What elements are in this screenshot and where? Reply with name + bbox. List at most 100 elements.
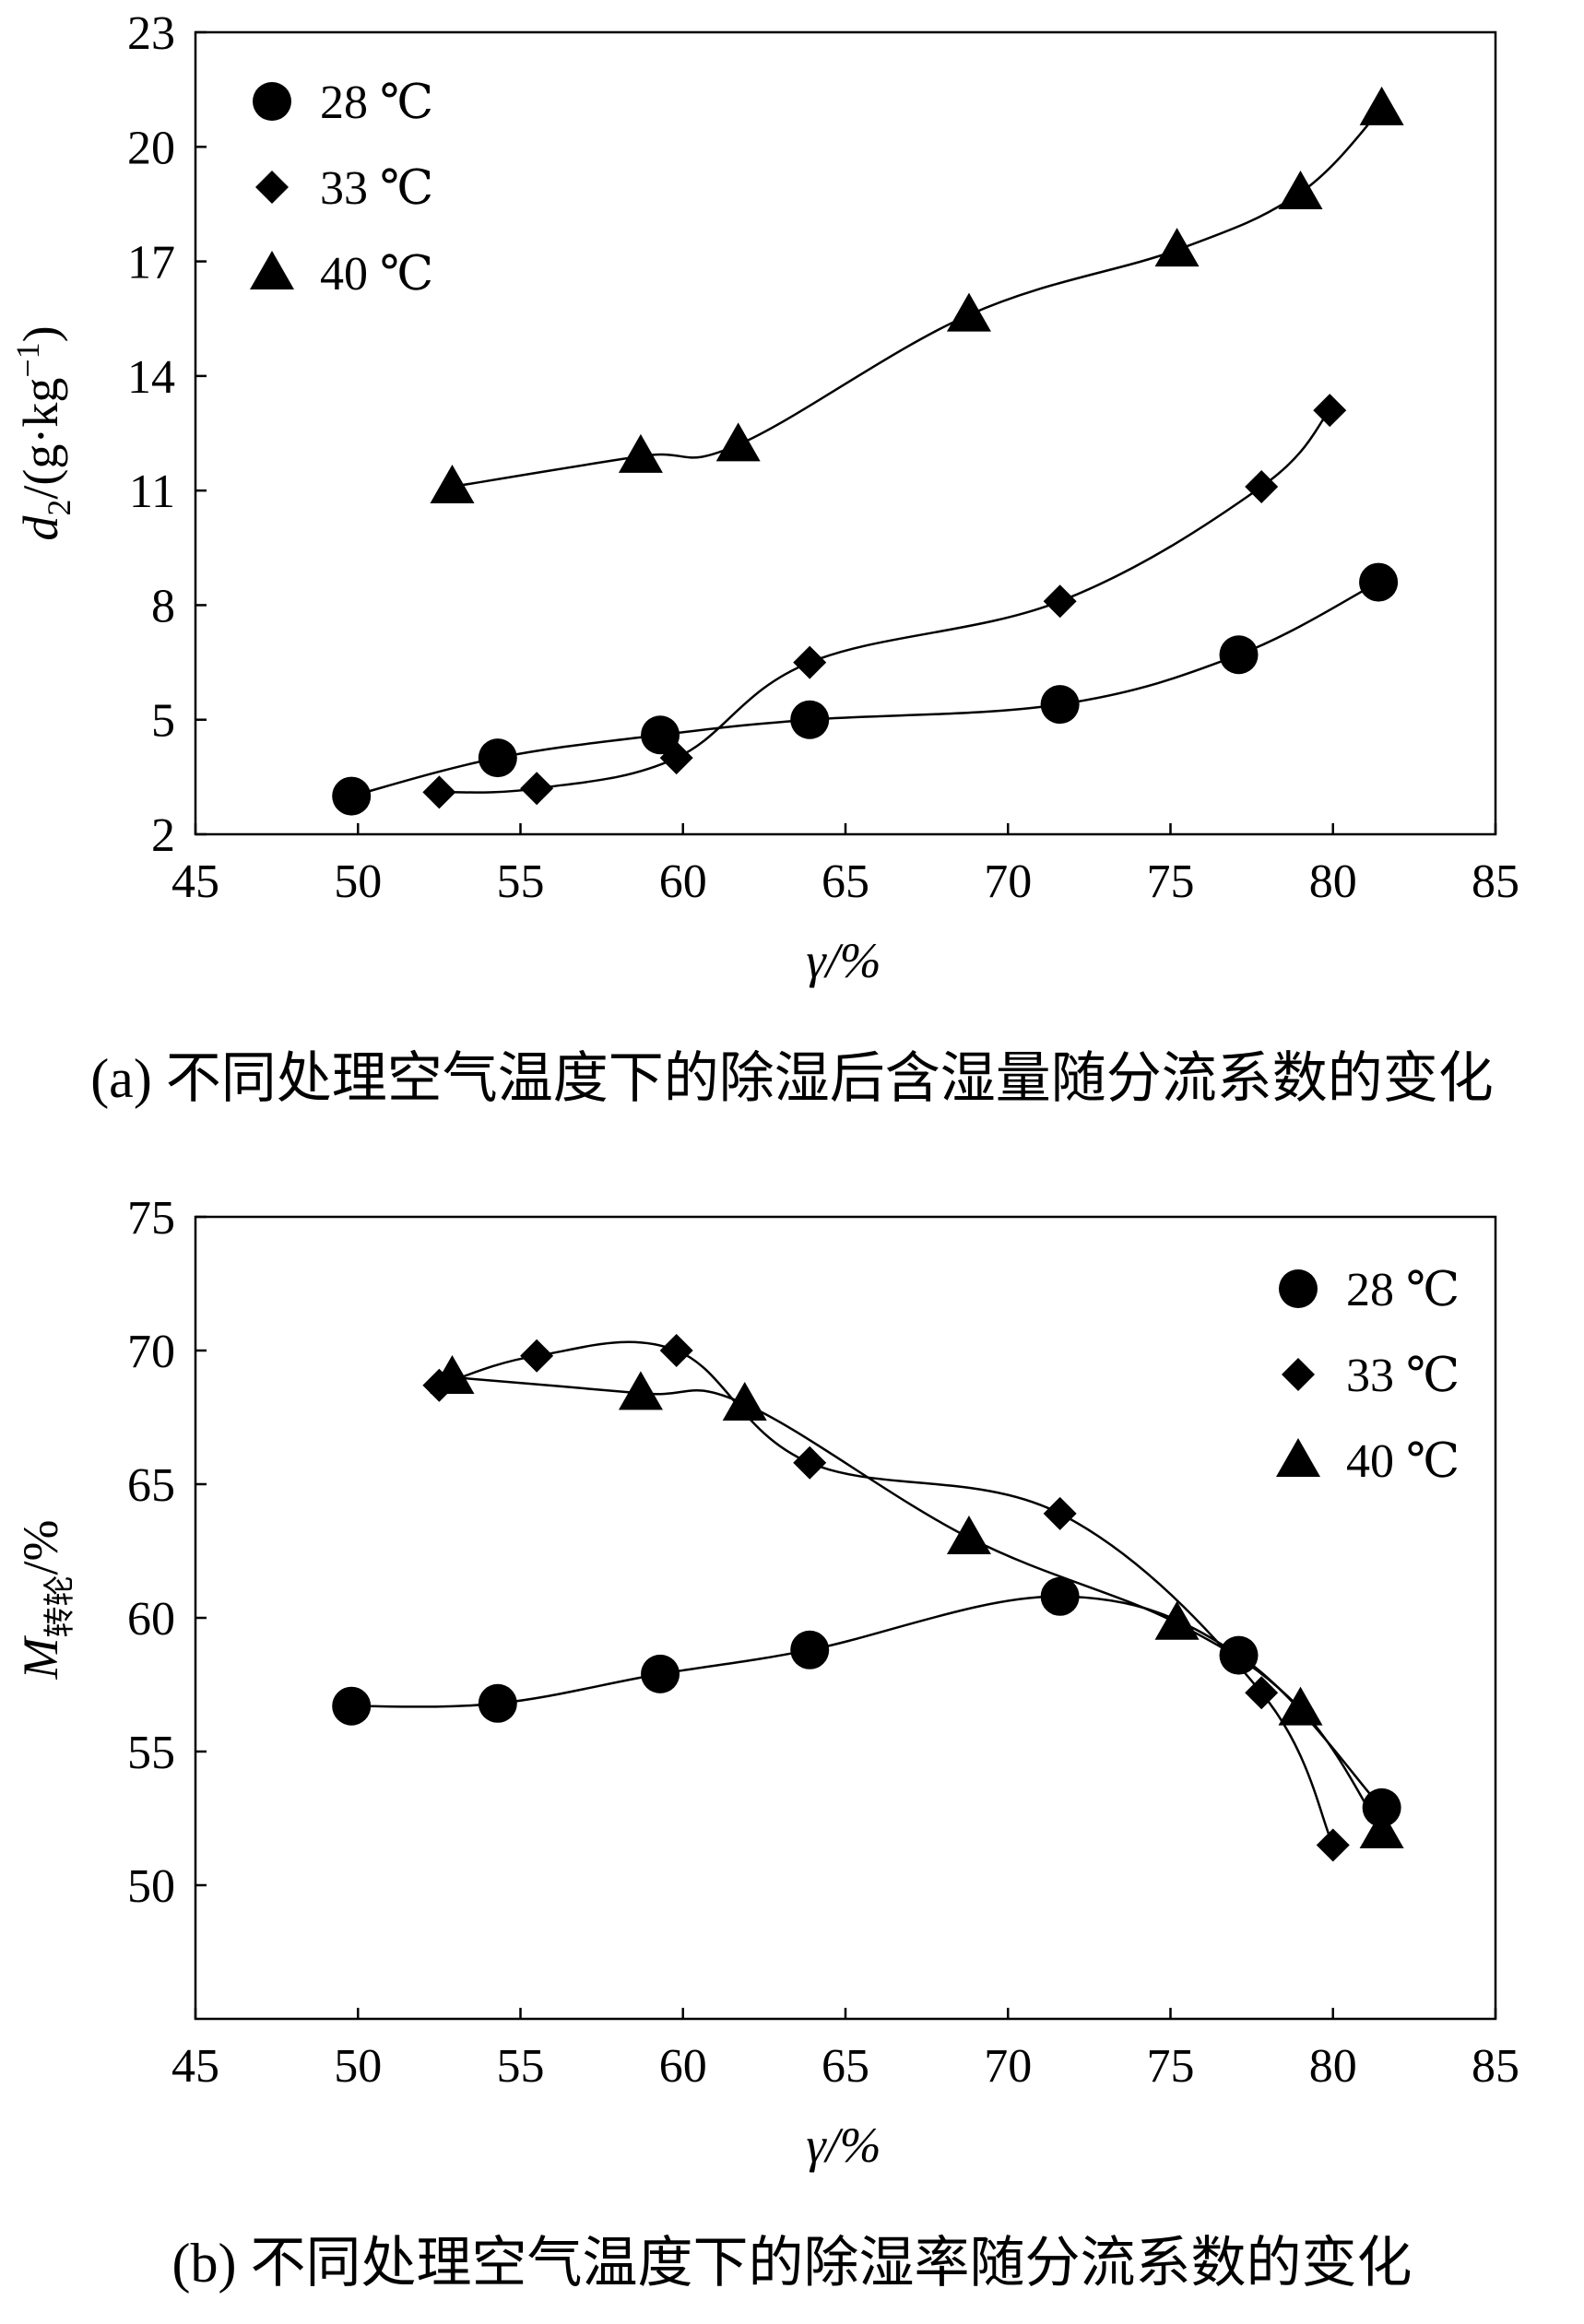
data-point-diamond bbox=[793, 645, 827, 679]
y-tick-label: 11 bbox=[129, 466, 175, 518]
data-point-circle bbox=[1359, 562, 1399, 602]
legend-label: 33 ℃ bbox=[320, 162, 433, 215]
x-tick-label: 85 bbox=[1472, 855, 1519, 908]
y-tick-label: 60 bbox=[127, 1593, 175, 1646]
y-tick-label: 14 bbox=[127, 351, 175, 404]
chart-a: 45 50 55 60 65 70 75 80 85 2 5 8 11 14 17 20 23 γ/% d2/(g·… bbox=[9, 7, 1519, 1109]
data-point-diamond bbox=[1313, 394, 1347, 428]
data-point-triangle bbox=[618, 1371, 663, 1410]
legend-label: 33 ℃ bbox=[1346, 1350, 1460, 1402]
x-tick-label: 75 bbox=[1147, 2040, 1195, 2093]
data-point-triangle bbox=[722, 1382, 767, 1421]
data-point-circle bbox=[1219, 635, 1259, 675]
y-tick-label: 5 bbox=[151, 695, 175, 748]
x-tick-label: 45 bbox=[171, 2040, 219, 2093]
data-point-circle bbox=[332, 776, 372, 816]
y-tick-label: 65 bbox=[127, 1459, 175, 1512]
data-point-circle bbox=[332, 1686, 372, 1726]
y-tick-label: 8 bbox=[151, 580, 175, 632]
data-point-diamond bbox=[422, 775, 456, 809]
y-axis-title: d2/(g·kg−1) bbox=[9, 325, 77, 540]
data-point-circle bbox=[1219, 1635, 1259, 1675]
legend-marker-circle bbox=[1279, 1269, 1318, 1308]
data-point-diamond bbox=[1316, 1828, 1350, 1862]
legend-label: 40 ℃ bbox=[320, 248, 433, 301]
data-point-triangle bbox=[946, 292, 991, 332]
x-tick-label: 50 bbox=[334, 2040, 382, 2093]
legend-marker-circle bbox=[253, 82, 291, 121]
data-point-circle bbox=[790, 1630, 830, 1669]
series-33C bbox=[422, 394, 1347, 809]
y-tick-label: 20 bbox=[127, 122, 175, 174]
data-point-diamond bbox=[659, 1334, 693, 1367]
data-point-circle bbox=[478, 738, 517, 778]
legend-label: 40 ℃ bbox=[1346, 1435, 1460, 1488]
data-point-triangle bbox=[1278, 1686, 1323, 1726]
data-point-diamond bbox=[1245, 470, 1279, 503]
series-line bbox=[452, 108, 1383, 489]
figure-caption: (b) 不同处理空气温度下的除湿率随分流系数的变化 bbox=[172, 2233, 1413, 2294]
x-tick-label: 55 bbox=[497, 855, 545, 908]
legend-marker-diamond bbox=[255, 171, 289, 204]
data-point-circle bbox=[478, 1683, 517, 1723]
y-tick-label: 55 bbox=[127, 1727, 175, 1779]
x-tick-label: 55 bbox=[497, 2040, 545, 2093]
data-point-diamond bbox=[1245, 1676, 1279, 1710]
series-40C bbox=[430, 86, 1404, 503]
legend-label: 28 ℃ bbox=[320, 77, 433, 129]
y-tick-label: 17 bbox=[127, 237, 175, 289]
x-tick-label: 80 bbox=[1309, 855, 1357, 908]
legend-marker-triangle bbox=[1276, 1438, 1320, 1477]
x-tick-label: 70 bbox=[984, 855, 1032, 908]
data-point-triangle bbox=[430, 1355, 475, 1394]
data-point-diamond bbox=[1043, 584, 1077, 619]
series-28C bbox=[332, 562, 1399, 816]
data-point-triangle bbox=[1359, 1810, 1404, 1848]
data-point-triangle bbox=[1359, 86, 1404, 125]
data-point-diamond bbox=[793, 1445, 827, 1480]
data-point-circle bbox=[1040, 1576, 1080, 1616]
data-point-circle bbox=[641, 715, 680, 755]
data-point-circle bbox=[1040, 685, 1080, 725]
data-point-circle bbox=[641, 1654, 680, 1693]
x-tick-label: 50 bbox=[334, 855, 382, 908]
data-point-triangle bbox=[430, 465, 475, 503]
x-tick-label: 75 bbox=[1147, 855, 1195, 908]
chart-b: 45 50 55 60 65 70 75 80 85 50 55 60 65 70 75 γ/% M转轮/% 28… bbox=[13, 1192, 1519, 2294]
legend-marker-triangle bbox=[250, 251, 294, 289]
data-point-triangle bbox=[1154, 1600, 1200, 1640]
x-tick-label: 85 bbox=[1472, 2040, 1519, 2093]
data-point-diamond bbox=[1043, 1496, 1077, 1530]
data-point-triangle bbox=[618, 433, 663, 473]
series-line bbox=[439, 409, 1331, 794]
data-point-triangle bbox=[1278, 171, 1323, 209]
data-point-circle bbox=[790, 700, 830, 739]
x-tick-label: 65 bbox=[822, 855, 869, 908]
data-point-diamond bbox=[659, 741, 693, 775]
y-tick-label: 50 bbox=[127, 1860, 175, 1913]
legend: 28 ℃ 33 ℃ 40 ℃ bbox=[250, 77, 433, 301]
y-tick-label: 2 bbox=[151, 809, 175, 862]
series-28C bbox=[332, 1576, 1401, 1827]
x-tick-label: 60 bbox=[659, 2040, 707, 2093]
data-point-triangle bbox=[1154, 228, 1200, 267]
x-tick-label: 60 bbox=[659, 855, 707, 908]
x-axis-title: γ/% bbox=[806, 933, 881, 988]
x-tick-label: 45 bbox=[171, 855, 219, 908]
legend-label: 28 ℃ bbox=[1346, 1264, 1460, 1316]
x-axis-title: γ/% bbox=[806, 2118, 881, 2173]
figure-caption: (a) 不同处理空气温度下的除湿后含湿量随分流系数的变化 bbox=[90, 1048, 1494, 1109]
series-33C bbox=[422, 1334, 1350, 1862]
data-point-triangle bbox=[946, 1516, 991, 1554]
x-tick-label: 65 bbox=[822, 2040, 869, 2093]
data-point-diamond bbox=[520, 1339, 554, 1373]
x-tick-label: 80 bbox=[1309, 2040, 1357, 2093]
y-axis-title: M转轮/% bbox=[13, 1520, 78, 1681]
y-tick-label: 70 bbox=[127, 1326, 175, 1378]
x-tick-label: 70 bbox=[984, 2040, 1032, 2093]
y-tick-label: 75 bbox=[127, 1192, 175, 1245]
series-line bbox=[439, 1340, 1334, 1846]
data-point-diamond bbox=[520, 772, 554, 806]
legend-marker-diamond bbox=[1282, 1358, 1315, 1391]
